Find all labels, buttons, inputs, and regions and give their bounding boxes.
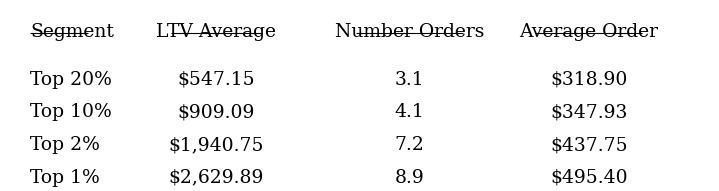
Text: Top 10%: Top 10% xyxy=(30,103,111,121)
Text: $909.09: $909.09 xyxy=(178,103,255,121)
Text: $547.15: $547.15 xyxy=(178,70,255,89)
Text: LTV Average: LTV Average xyxy=(156,23,276,41)
Text: Segment: Segment xyxy=(30,23,114,41)
Text: $347.93: $347.93 xyxy=(550,103,628,121)
Text: Top 1%: Top 1% xyxy=(30,169,100,187)
Text: Top 20%: Top 20% xyxy=(30,70,112,89)
Text: $1,940.75: $1,940.75 xyxy=(168,136,264,154)
Text: 4.1: 4.1 xyxy=(395,103,424,121)
Text: 7.2: 7.2 xyxy=(395,136,425,154)
Text: $318.90: $318.90 xyxy=(550,70,628,89)
Text: 3.1: 3.1 xyxy=(395,70,424,89)
Text: Number Orders: Number Orders xyxy=(335,23,485,41)
Text: Top 2%: Top 2% xyxy=(30,136,100,154)
Text: $437.75: $437.75 xyxy=(550,136,628,154)
Text: $2,629.89: $2,629.89 xyxy=(168,169,264,187)
Text: Average Order: Average Order xyxy=(519,23,658,41)
Text: $495.40: $495.40 xyxy=(550,169,628,187)
Text: 8.9: 8.9 xyxy=(395,169,424,187)
